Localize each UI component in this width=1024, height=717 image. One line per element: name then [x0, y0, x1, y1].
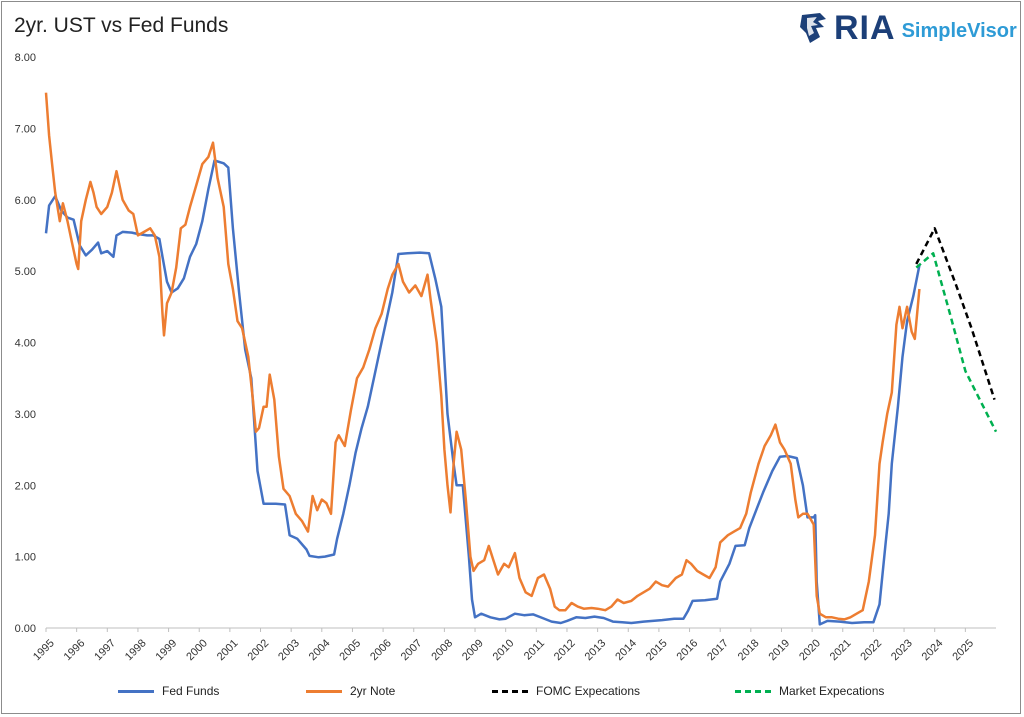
legend-swatch-fomc — [492, 689, 528, 693]
x-tick-label: 2016 — [675, 637, 701, 663]
x-tick-label: 2012 — [552, 637, 578, 663]
x-tick-label: 2017 — [705, 637, 731, 663]
series-2yr-note — [44, 92, 921, 621]
legend-item-fomc: FOMC Expecations — [492, 684, 640, 698]
series-layer — [44, 92, 998, 626]
eagle-head-icon — [800, 13, 826, 43]
legend-item-market: Market Expecations — [735, 684, 884, 698]
x-tick-label: 2021 — [828, 637, 854, 663]
series-market-expectations — [915, 252, 998, 433]
logo-simplevisor-text: SimpleVisor — [901, 19, 1017, 42]
x-tick-label: 1997 — [92, 637, 118, 663]
x-tick-label: 2022 — [858, 637, 884, 663]
y-tick-label: 6.00 — [15, 195, 36, 207]
legend-label-2yr-note: 2yr Note — [350, 684, 396, 698]
y-axis: 0.00 1.00 2.00 3.00 4.00 5.00 6.00 7.00 8.00 — [15, 52, 36, 635]
x-tick-label: 1995 — [31, 637, 57, 663]
x-tick-label: 2013 — [583, 637, 609, 663]
chart-title: 2yr. UST vs Fed Funds — [14, 14, 229, 37]
x-tick-label: 2010 — [491, 637, 517, 663]
x-tick-label: 2004 — [307, 637, 333, 663]
series-fomc-expectations — [915, 227, 996, 400]
legend-label-market: Market Expecations — [779, 684, 885, 698]
legend-swatch-market — [735, 689, 771, 693]
y-tick-label: 2.00 — [15, 480, 36, 492]
x-tick-label: 2007 — [399, 637, 425, 663]
y-tick-label: 4.00 — [15, 338, 36, 350]
logo: RIA SimpleVisor — [798, 8, 1017, 47]
x-tick-label: 2014 — [613, 637, 639, 663]
y-tick-label: 3.00 — [15, 409, 36, 421]
x-tick-label: 2011 — [522, 637, 547, 662]
x-tick-label: 2018 — [736, 637, 762, 663]
legend-swatch-2yr-note — [306, 689, 342, 693]
x-tick-label: 2015 — [644, 637, 670, 663]
x-tick-label: 2020 — [797, 637, 823, 663]
x-tick-label: 2005 — [337, 637, 363, 663]
y-tick-label: 1.00 — [15, 552, 36, 564]
x-tick-label: 2024 — [920, 637, 946, 663]
logo-ria-text: RIA — [834, 8, 896, 47]
legend-label-fed-funds: Fed Funds — [162, 684, 220, 698]
y-tick-label: 7.00 — [15, 123, 36, 135]
x-axis: 1995 1996 1997 1998 1999 2000 2001 2002 2003 2004… — [31, 628, 976, 663]
legend-item-2yr-note: 2yr Note — [306, 684, 395, 698]
legend-swatch-fed-funds — [118, 689, 154, 693]
x-tick-label: 2003 — [276, 637, 302, 663]
x-tick-label: 2008 — [429, 637, 455, 663]
x-tick-label: 2001 — [215, 637, 241, 663]
legend-label-fomc: FOMC Expecations — [536, 684, 641, 698]
y-tick-label: 0.00 — [15, 623, 36, 635]
legend: Fed Funds 2yr Note FOMC Expecations Mark… — [0, 684, 1024, 700]
y-tick-label: 5.00 — [15, 266, 36, 278]
x-tick-label: 2000 — [184, 637, 210, 663]
y-tick-label: 8.00 — [15, 52, 36, 64]
series-fed-funds — [44, 159, 921, 626]
x-tick-label: 1996 — [62, 637, 88, 663]
x-tick-label: 2002 — [245, 637, 271, 663]
x-tick-label: 2025 — [950, 637, 976, 663]
legend-item-fed-funds: Fed Funds — [118, 684, 219, 698]
x-tick-label: 2019 — [766, 637, 792, 663]
x-tick-label: 1999 — [154, 637, 180, 663]
x-tick-label: 1998 — [123, 637, 149, 663]
x-tick-label: 2006 — [368, 637, 394, 663]
x-tick-label: 2023 — [889, 637, 915, 663]
x-tick-label: 2009 — [460, 637, 486, 663]
